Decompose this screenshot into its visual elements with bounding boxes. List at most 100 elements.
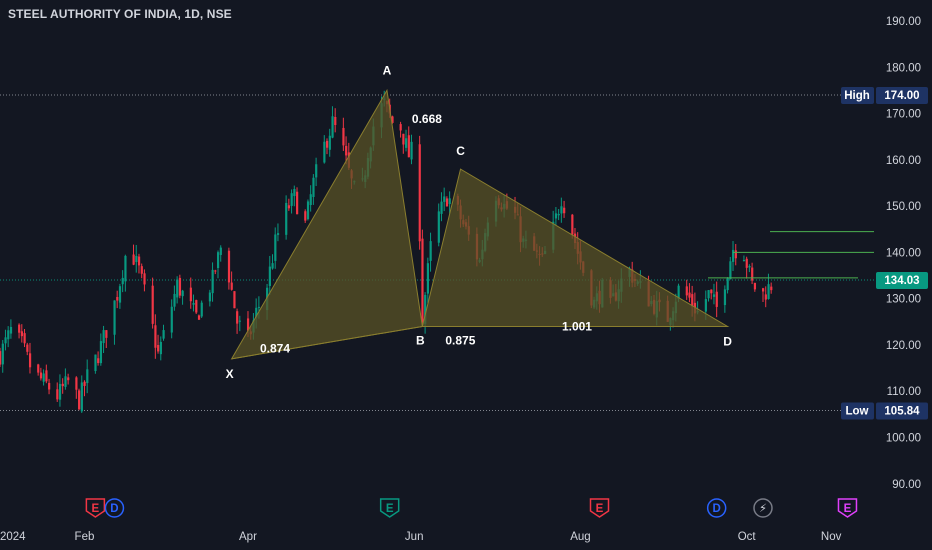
ratio-bd: 1.001 (562, 319, 592, 333)
candle-up (677, 285, 680, 300)
candle-up (306, 201, 310, 220)
candle-up (219, 247, 222, 255)
candle-up (323, 141, 326, 163)
pattern-point-b: B (416, 333, 425, 347)
candle-down (189, 287, 192, 302)
candle-down (688, 292, 691, 298)
candle-down (195, 300, 198, 313)
candle-up (748, 265, 751, 268)
candle-up (712, 294, 716, 297)
candle-down (140, 266, 143, 274)
candle-up (315, 164, 318, 178)
pattern-triangle-bcd[interactable] (421, 168, 730, 327)
price-tick: 90.00 (892, 479, 921, 491)
candle-down (67, 377, 70, 381)
candle-up (726, 277, 729, 291)
candle-up (268, 266, 271, 286)
candle-up (94, 354, 97, 372)
earnings-letter: E (92, 503, 100, 515)
candle-up (560, 206, 563, 214)
earnings-letter: E (844, 503, 852, 515)
candle-down (233, 291, 236, 309)
price-tick: 120.00 (886, 340, 921, 352)
candle-down (48, 382, 51, 390)
candle-down (28, 353, 32, 368)
candle-down (105, 330, 108, 338)
time-axis[interactable]: 2024 Feb Apr Jun Aug Oct Nov (0, 531, 842, 543)
candle-up (211, 269, 214, 294)
candle-down (745, 258, 748, 268)
earnings-icon (837, 498, 858, 518)
candle-down (770, 286, 773, 291)
candle-up (86, 369, 89, 384)
event-marker-dividend[interactable]: D (104, 498, 125, 518)
candle-down (61, 383, 64, 387)
candle-up (9, 326, 13, 334)
candle-down (710, 289, 713, 294)
ratio-ac: 0.668 (412, 112, 442, 126)
candle-up (121, 277, 124, 285)
candle-up (426, 263, 430, 294)
candle-up (312, 177, 315, 197)
low-tag-label-box (841, 402, 874, 420)
candle-up (742, 259, 746, 262)
low-tag-label: Low (846, 405, 869, 417)
candle-up (271, 263, 274, 269)
event-marker-earnings[interactable]: E (837, 498, 858, 518)
candle-down (18, 324, 21, 333)
last-price-tag-value: 134.03 (884, 275, 919, 287)
candle-up (255, 307, 258, 318)
candle-down (75, 377, 78, 390)
candle-down (753, 282, 757, 290)
candle-down (39, 372, 43, 379)
candle-up (80, 382, 83, 412)
candle-up (729, 261, 732, 280)
last-price-tag: 134.03 (876, 272, 928, 290)
pattern-leg-xb (231, 325, 423, 360)
split-glyph: ⚡ (759, 503, 767, 515)
candle-up (437, 211, 440, 243)
candle-up (424, 294, 427, 324)
price-axis[interactable]: 190.00 180.00 170.00 160.00 150.00 140.00 130.… (841, 16, 928, 491)
candle-up (58, 383, 62, 400)
candle-down (0, 351, 2, 365)
price-tick: 160.00 (886, 155, 921, 167)
candle-down (571, 214, 574, 235)
candle-up (309, 194, 312, 206)
candle-up (707, 290, 710, 299)
candle-up (767, 284, 770, 299)
candle-down (236, 311, 239, 324)
candle-up (732, 249, 735, 262)
time-tick: Jun (405, 531, 424, 543)
pattern-triangle-xab[interactable] (230, 88, 423, 360)
candle-down (563, 207, 566, 214)
candle-up (285, 202, 288, 235)
candle-down (20, 331, 23, 337)
harmonic-pattern[interactable]: X A B C D 0.874 0.668 0.875 1.001 (226, 63, 733, 380)
pattern-point-a: A (383, 63, 392, 77)
event-marker-dividend[interactable]: D (706, 498, 727, 518)
dividend-letter: D (110, 503, 118, 515)
low-tag: Low 105.84 (841, 402, 928, 420)
event-marker-split[interactable]: ⚡ (753, 498, 773, 518)
dividend-icon (104, 498, 125, 518)
event-marker-earnings[interactable]: E (379, 498, 400, 518)
pattern-point-c: C (456, 144, 465, 158)
event-marker-earnings[interactable]: E (85, 498, 106, 518)
candle-up (276, 233, 280, 235)
candle-up (1, 343, 4, 365)
candle-down (762, 288, 765, 292)
event-markers[interactable]: E D E E D ⚡ E (85, 498, 858, 518)
candle-down (391, 116, 394, 123)
candle-up (448, 198, 451, 205)
price-tick: 110.00 (887, 386, 921, 398)
event-marker-earnings[interactable]: E (589, 498, 610, 518)
candle-down (178, 277, 182, 296)
candle-up (429, 241, 432, 261)
time-tick: Aug (570, 531, 590, 543)
candle-up (124, 255, 127, 282)
dividend-letter: D (713, 503, 721, 515)
candle-up (257, 306, 261, 308)
candle-up (443, 196, 446, 202)
